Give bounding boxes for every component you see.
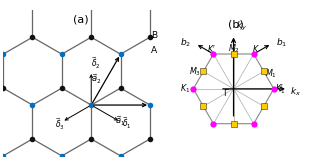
Text: A: A <box>151 46 157 55</box>
Text: (b): (b) <box>228 20 243 30</box>
Text: B: B <box>151 31 157 40</box>
Text: (a): (a) <box>73 14 89 24</box>
Text: $M_2$: $M_2$ <box>227 42 240 55</box>
Text: $\Gamma$: $\Gamma$ <box>223 87 230 98</box>
Text: $\vec{a}_1$: $\vec{a}_1$ <box>115 115 126 128</box>
Text: $K_1'$: $K_1'$ <box>275 82 285 96</box>
Text: $b_1$: $b_1$ <box>276 36 287 49</box>
Text: $\vec{a}_2$: $\vec{a}_2$ <box>91 73 102 86</box>
Text: $K'$: $K'$ <box>207 43 216 54</box>
Text: $\vec{\delta}_2$: $\vec{\delta}_2$ <box>91 55 101 71</box>
Text: $k_x$: $k_x$ <box>290 85 301 98</box>
Text: $\vec{\delta}_1$: $\vec{\delta}_1$ <box>122 115 132 131</box>
Text: $M_3$: $M_3$ <box>189 65 201 78</box>
Text: $\vec{\delta}_3$: $\vec{\delta}_3$ <box>55 116 65 132</box>
Text: $b_2$: $b_2$ <box>180 36 191 49</box>
Text: $K$: $K$ <box>252 43 260 54</box>
Text: $M_1$: $M_1$ <box>265 67 276 80</box>
Text: $K_1$: $K_1$ <box>180 83 190 95</box>
Text: $k_y$: $k_y$ <box>236 20 247 33</box>
